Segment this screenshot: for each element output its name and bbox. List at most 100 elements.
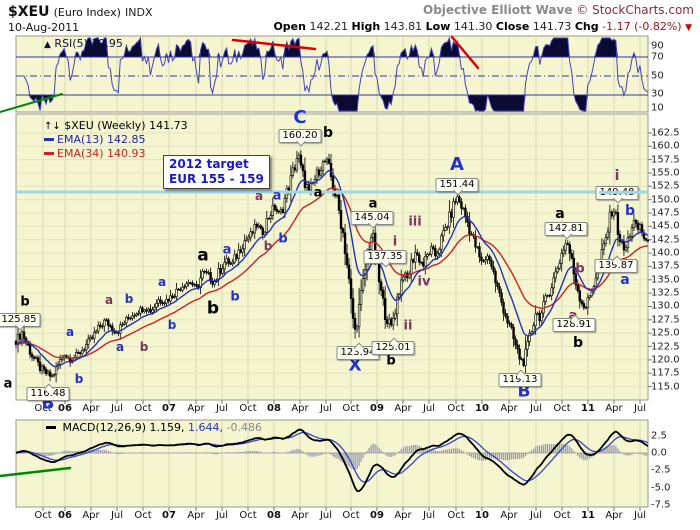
candle-body <box>239 249 242 253</box>
candle-body <box>289 175 293 192</box>
candle-body <box>393 313 397 319</box>
candle-body <box>460 201 463 209</box>
candle-body <box>414 252 417 263</box>
date-axis-label: Oct <box>239 510 257 521</box>
candle-body <box>337 194 341 211</box>
candle-body <box>20 331 24 340</box>
wave-label-a: a <box>313 185 323 201</box>
date-axis-label: Jul <box>633 510 647 521</box>
stockcharts-credit[interactable]: © StockCharts.com <box>576 3 694 17</box>
price-axis-label: 140.0 <box>651 247 680 259</box>
candle-body <box>329 163 333 177</box>
price-callout: 137.35 <box>363 250 407 268</box>
candle-body <box>564 243 567 251</box>
candle-body <box>430 246 433 255</box>
candle-body <box>464 207 467 217</box>
candle-body <box>121 324 124 326</box>
candle-body <box>46 371 50 375</box>
ema34-line <box>15 187 649 359</box>
candle-body <box>269 215 273 219</box>
date-axis-label: 11 <box>581 403 595 414</box>
candle-body <box>36 357 40 363</box>
candle-body <box>462 207 465 210</box>
candle-body <box>566 243 569 245</box>
price-axis-label: 115.0 <box>651 381 680 393</box>
candle-body <box>299 154 303 166</box>
price-axis-label: 150.0 <box>651 194 680 206</box>
candle-body <box>474 235 477 248</box>
candle-body <box>251 231 254 234</box>
candle-body <box>115 332 118 334</box>
candle-body <box>237 249 240 259</box>
candle-body <box>181 286 184 291</box>
candle-body <box>177 288 180 291</box>
ema13-legend-row: EMA(13) 142.85 <box>44 133 188 147</box>
ema13-label: EMA(13) 142.85 <box>57 133 146 146</box>
candle-body <box>436 253 439 257</box>
candle-body <box>494 271 497 284</box>
candle-body <box>586 297 590 308</box>
price-callout: 125.01 <box>371 337 415 355</box>
wave-label-b: b <box>263 239 273 253</box>
candle-body <box>249 231 252 238</box>
candle-body <box>548 295 551 297</box>
candle-body <box>293 167 297 171</box>
candle-body <box>562 249 565 254</box>
candle-body <box>257 225 260 228</box>
watermark-row: Objective Elliott Wave © StockCharts.com <box>423 3 694 17</box>
candle-body <box>628 236 632 239</box>
date-axis-label: Jul <box>215 403 229 414</box>
target-annotation: 2012 target EUR 155 - 159 <box>163 155 270 189</box>
price-callout: 160.20 <box>278 129 322 147</box>
candle-body <box>315 169 319 180</box>
macd-value: 1.159, <box>149 421 185 434</box>
candle-body <box>644 238 648 241</box>
candle-body <box>510 323 513 328</box>
macd-axis-label: -5.0 <box>651 482 671 494</box>
candle-body <box>233 254 236 263</box>
candle-body <box>389 318 393 326</box>
candle-body <box>490 259 493 267</box>
candle-body <box>183 286 186 288</box>
candle-body <box>526 341 529 350</box>
candle-body <box>347 264 351 280</box>
watermark: Objective Elliott Wave <box>423 3 573 17</box>
candle-body <box>76 352 80 354</box>
candle-body <box>574 273 577 286</box>
candle-body <box>297 154 301 159</box>
candle-body <box>456 196 459 203</box>
candle-body <box>636 222 640 230</box>
candle-body <box>504 312 507 317</box>
candle-body <box>369 236 373 250</box>
candle-body <box>484 259 487 262</box>
candle-body <box>538 312 541 322</box>
candle-body <box>221 268 224 274</box>
candle-body <box>22 331 26 339</box>
macd-hist-value: -0.486 <box>226 421 263 434</box>
candle-body <box>355 326 359 330</box>
candle-body <box>50 375 54 377</box>
candle-body <box>189 282 192 284</box>
rsi-label: RSI(5) 39.95 <box>54 37 123 50</box>
candle-body <box>91 336 94 339</box>
wave-label-a: a <box>104 293 114 307</box>
candle-body <box>179 289 182 291</box>
date-axis-label: Oct <box>134 403 152 414</box>
candle-body <box>351 298 355 319</box>
candle-body <box>440 235 443 250</box>
candle-body <box>211 281 214 285</box>
candle-body <box>516 344 519 350</box>
wave-label-b: b <box>20 294 30 310</box>
candle-body <box>478 246 481 258</box>
candle-body <box>568 244 571 254</box>
candle-body <box>83 349 86 351</box>
candle-body <box>486 255 489 260</box>
price-axis-label: 125.0 <box>651 327 680 339</box>
close-label: Close <box>495 20 530 33</box>
candle-body <box>54 365 58 375</box>
candle-body <box>480 256 483 262</box>
candle-body <box>161 302 164 305</box>
candle-body <box>454 201 457 203</box>
wave-label-i: i <box>614 168 620 184</box>
